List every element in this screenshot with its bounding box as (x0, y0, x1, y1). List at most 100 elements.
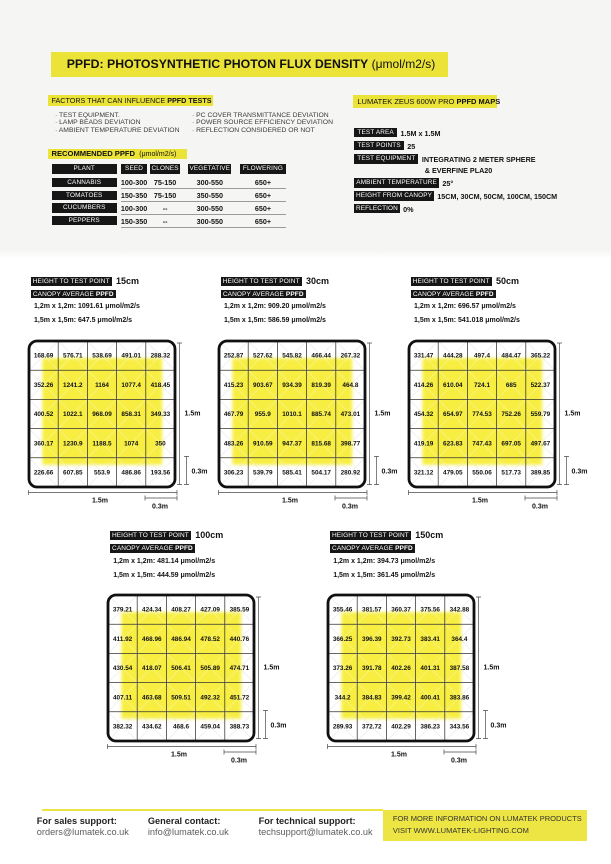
svg-text:623.83: 623.83 (443, 440, 463, 447)
svg-text:607.85: 607.85 (63, 469, 83, 476)
svg-text:400.41: 400.41 (420, 694, 440, 701)
svg-text:1074: 1074 (124, 440, 139, 447)
svg-text:0.3m: 0.3m (270, 723, 286, 730)
svg-text:1.5m: 1.5m (263, 665, 279, 672)
svg-text:386.23: 386.23 (420, 724, 440, 731)
svg-text:478.52: 478.52 (200, 636, 220, 643)
svg-text:463.68: 463.68 (142, 694, 162, 701)
svg-text:1.5m: 1.5m (92, 497, 108, 504)
svg-text:1230.9: 1230.9 (63, 440, 83, 447)
svg-text:343.56: 343.56 (449, 724, 469, 731)
svg-text:352.26: 352.26 (33, 381, 53, 388)
svg-text:398.77: 398.77 (340, 440, 360, 447)
svg-text:0.3m: 0.3m (231, 758, 247, 765)
svg-text:440.76: 440.76 (229, 636, 249, 643)
svg-text:685: 685 (505, 381, 516, 388)
svg-text:468.6: 468.6 (173, 724, 189, 731)
svg-text:955.9: 955.9 (254, 411, 270, 418)
svg-text:968.09: 968.09 (92, 411, 112, 418)
svg-text:366.25: 366.25 (333, 636, 353, 643)
svg-text:350: 350 (155, 440, 166, 447)
svg-text:1.5m: 1.5m (282, 497, 298, 504)
svg-text:454.32: 454.32 (413, 411, 433, 418)
svg-text:252.87: 252.87 (223, 352, 243, 359)
svg-text:517.73: 517.73 (501, 469, 521, 476)
svg-text:539.79: 539.79 (253, 469, 273, 476)
svg-text:342.88: 342.88 (449, 607, 469, 614)
svg-text:815.68: 815.68 (311, 440, 331, 447)
svg-text:1164: 1164 (95, 381, 109, 388)
svg-text:1.5m: 1.5m (374, 410, 390, 417)
svg-text:321.12: 321.12 (413, 469, 433, 476)
svg-text:289.93: 289.93 (333, 724, 353, 731)
svg-text:414.26: 414.26 (413, 381, 433, 388)
svg-text:444.28: 444.28 (443, 352, 463, 359)
svg-text:774.53: 774.53 (472, 411, 492, 418)
svg-text:418.07: 418.07 (142, 665, 162, 672)
svg-text:392.73: 392.73 (391, 636, 411, 643)
svg-text:0.3m: 0.3m (490, 723, 506, 730)
svg-text:451.72: 451.72 (229, 694, 249, 701)
svg-text:464.8: 464.8 (342, 381, 358, 388)
svg-text:384.83: 384.83 (362, 694, 382, 701)
svg-text:0.3m: 0.3m (532, 503, 548, 510)
svg-text:486.86: 486.86 (121, 469, 141, 476)
svg-text:509.51: 509.51 (171, 694, 191, 701)
svg-text:610.04: 610.04 (443, 381, 463, 388)
svg-text:491.01: 491.01 (121, 352, 141, 359)
svg-text:419.19: 419.19 (413, 440, 433, 447)
svg-text:364.4: 364.4 (451, 636, 467, 643)
svg-text:576.71: 576.71 (63, 352, 83, 359)
svg-text:858.31: 858.31 (121, 411, 141, 418)
svg-text:468.96: 468.96 (142, 636, 162, 643)
svg-text:585.41: 585.41 (282, 469, 302, 476)
svg-text:527.62: 527.62 (253, 352, 273, 359)
svg-text:402.26: 402.26 (391, 665, 411, 672)
svg-text:331.47: 331.47 (413, 352, 433, 359)
svg-text:383.86: 383.86 (449, 694, 469, 701)
svg-text:1.5m: 1.5m (483, 665, 499, 672)
svg-text:474.71: 474.71 (229, 665, 249, 672)
svg-text:819.39: 819.39 (311, 381, 331, 388)
svg-text:910.59: 910.59 (253, 440, 273, 447)
svg-text:1.5m: 1.5m (564, 410, 580, 417)
svg-text:0.3m: 0.3m (451, 758, 467, 765)
svg-text:466.44: 466.44 (311, 352, 331, 359)
svg-text:389.85: 389.85 (530, 469, 550, 476)
svg-text:1.5m: 1.5m (184, 410, 200, 417)
svg-text:486.94: 486.94 (171, 636, 191, 643)
svg-text:522.37: 522.37 (530, 381, 550, 388)
svg-text:355.46: 355.46 (333, 607, 353, 614)
svg-text:1010.1: 1010.1 (282, 411, 302, 418)
svg-text:550.06: 550.06 (472, 469, 492, 476)
svg-text:418.45: 418.45 (150, 381, 170, 388)
svg-text:373.26: 373.26 (333, 665, 353, 672)
svg-text:408.27: 408.27 (171, 607, 191, 614)
svg-text:747.43: 747.43 (472, 440, 492, 447)
svg-text:424.34: 424.34 (142, 607, 162, 614)
svg-text:1022.1: 1022.1 (63, 411, 83, 418)
svg-text:396.39: 396.39 (362, 636, 382, 643)
svg-text:168.69: 168.69 (33, 352, 53, 359)
svg-text:484.47: 484.47 (501, 352, 521, 359)
svg-text:360.17: 360.17 (33, 440, 53, 447)
svg-text:399.42: 399.42 (391, 694, 411, 701)
svg-text:401.31: 401.31 (420, 665, 440, 672)
svg-text:365.22: 365.22 (530, 352, 550, 359)
svg-text:379.21: 379.21 (113, 607, 133, 614)
svg-text:479.05: 479.05 (443, 469, 463, 476)
svg-text:427.09: 427.09 (200, 607, 220, 614)
svg-text:288.32: 288.32 (150, 352, 170, 359)
svg-text:553.9: 553.9 (94, 469, 110, 476)
svg-text:497.4: 497.4 (474, 352, 490, 359)
svg-text:402.29: 402.29 (391, 724, 411, 731)
svg-text:559.79: 559.79 (530, 411, 550, 418)
svg-text:1077.4: 1077.4 (121, 381, 141, 388)
svg-text:372.72: 372.72 (362, 724, 382, 731)
svg-text:430.54: 430.54 (113, 665, 133, 672)
svg-text:375.56: 375.56 (420, 607, 440, 614)
svg-text:903.67: 903.67 (253, 381, 273, 388)
svg-text:654.97: 654.97 (443, 411, 463, 418)
svg-text:483.26: 483.26 (223, 440, 243, 447)
svg-text:388.73: 388.73 (229, 724, 249, 731)
